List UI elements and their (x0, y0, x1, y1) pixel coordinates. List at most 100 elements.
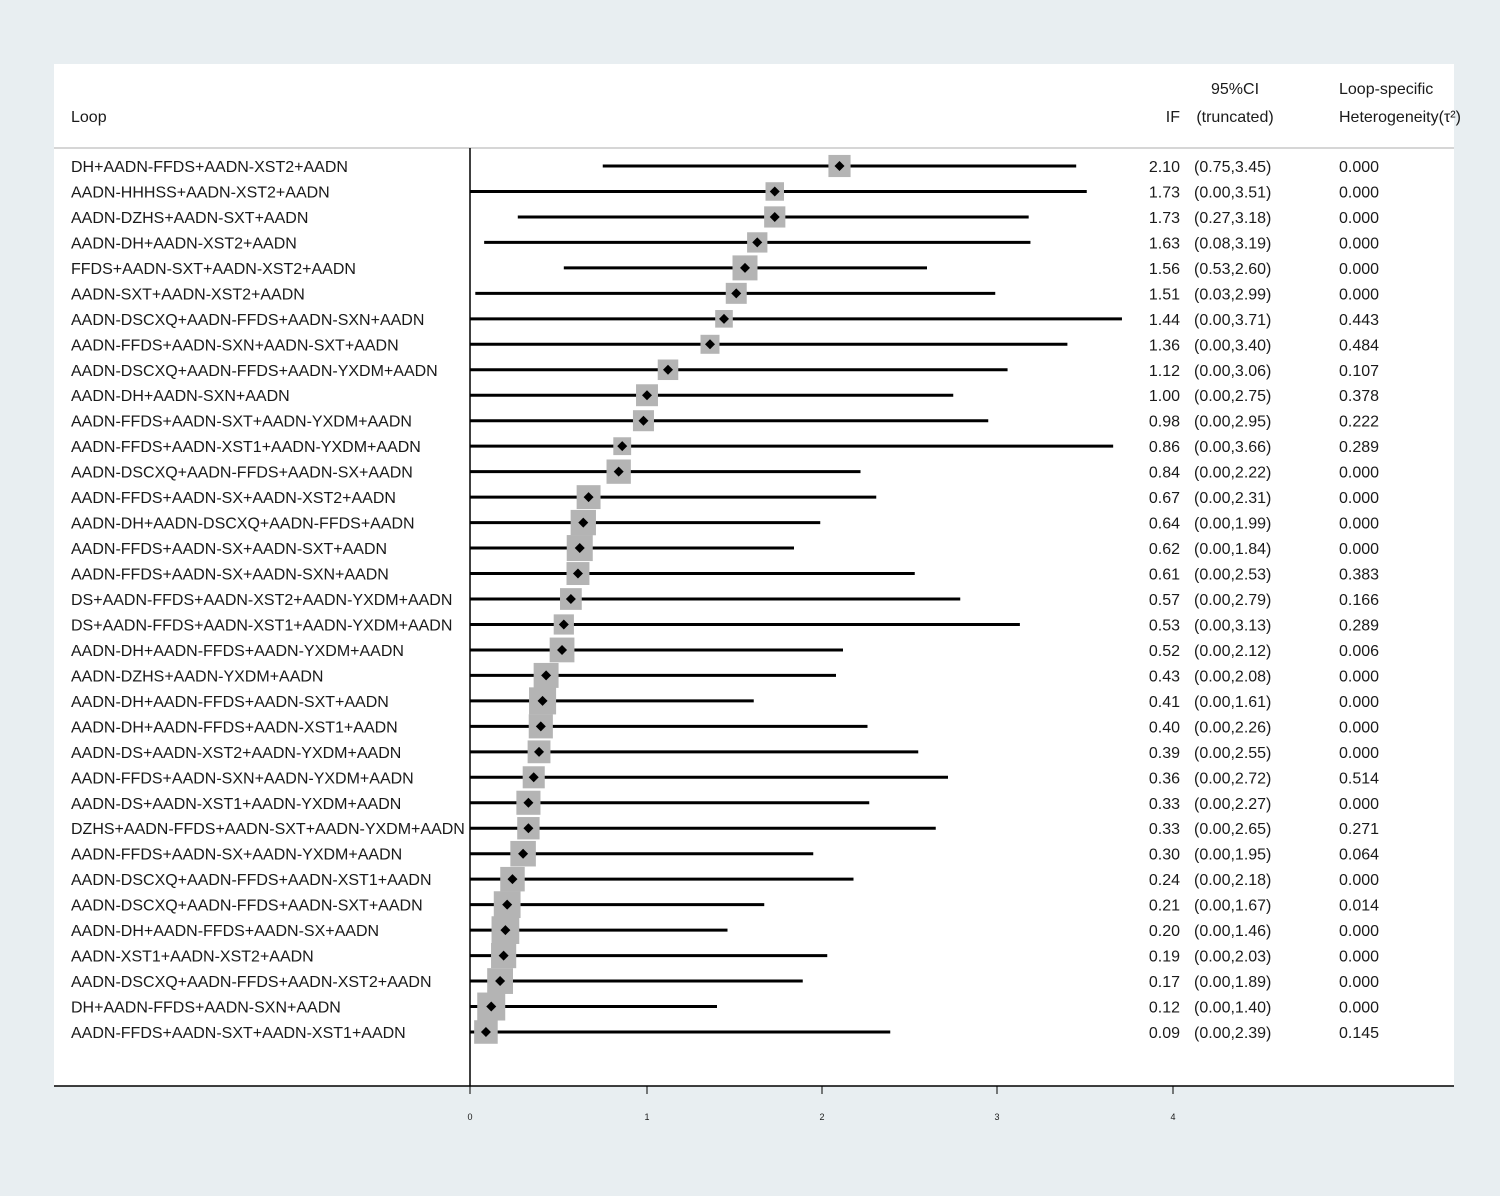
if-value: 0.52 (1149, 643, 1180, 660)
forest-row: DH+AADN-FFDS+AADN-SXN+AADN 0.12 (0.00,1.40… (71, 992, 1379, 1021)
heterogeneity-value: 0.000 (1339, 261, 1379, 278)
if-value: 0.20 (1149, 923, 1180, 940)
ci-value: (0.00,2.53) (1194, 567, 1271, 584)
ci-value: (0.00,1.95) (1194, 847, 1271, 864)
heterogeneity-value: 0.000 (1339, 949, 1379, 966)
heterogeneity-value: 0.145 (1339, 1025, 1379, 1042)
ci-value: (0.27,3.18) (1194, 210, 1271, 227)
loop-label: AADN-SXT+AADN-XST2+AADN (71, 286, 305, 303)
heterogeneity-value: 0.000 (1339, 159, 1379, 176)
forest-row: AADN-FFDS+AADN-SXT+AADN-XST1+AADN 0.09 (0.… (71, 1020, 1379, 1044)
heterogeneity-value: 0.000 (1339, 668, 1379, 685)
estimate-marker (705, 339, 715, 350)
forest-row: AADN-FFDS+AADN-SX+AADN-SXN+AADN 0.61 (0.00… (71, 562, 1379, 585)
loop-label: AADN-DSCXQ+AADN-FFDS+AADN-SXN+AADN (71, 312, 424, 329)
estimate-marker (613, 466, 624, 477)
heterogeneity-value: 0.000 (1339, 974, 1379, 991)
estimate-marker (638, 415, 649, 426)
forest-rows: DH+AADN-FFDS+AADN-XST2+AADN 2.10 (0.75,3.4… (71, 154, 1379, 1044)
heterogeneity-value: 0.271 (1339, 821, 1379, 838)
forest-row: AADN-DH+AADN-FFDS+AADN-XST1+AADN 0.40 (0.0… (71, 714, 1379, 739)
forest-row: AADN-DSCXQ+AADN-FFDS+AADN-YXDM+AADN 1.12 (… (71, 359, 1379, 381)
ci-value: (0.00,2.65) (1194, 821, 1271, 838)
ci-value: (0.00,2.22) (1194, 465, 1271, 482)
heterogeneity-value: 0.383 (1339, 567, 1379, 584)
ci-value: (0.03,2.99) (1194, 286, 1271, 303)
forest-row: AADN-DSCXQ+AADN-FFDS+AADN-SXT+AADN 0.21 (0… (71, 891, 1379, 919)
ci-value: (0.75,3.45) (1194, 159, 1271, 176)
loop-label: AADN-FFDS+AADN-SX+AADN-SXT+AADN (71, 541, 387, 558)
if-value: 0.17 (1149, 974, 1180, 991)
loop-label: AADN-FFDS+AADN-SXN+AADN-SXT+AADN (71, 337, 399, 354)
heterogeneity-value: 0.006 (1339, 643, 1379, 660)
x-axis-ticks: 0 1 2 3 4 (467, 1086, 1176, 1122)
if-value: 0.98 (1149, 414, 1180, 431)
estimate-marker (769, 211, 780, 222)
loop-label: AADN-DZHS+AADN-SXT+AADN (71, 210, 308, 227)
heterogeneity-value: 0.000 (1339, 490, 1379, 507)
heterogeneity-value: 0.000 (1339, 516, 1379, 533)
heterogeneity-value: 0.484 (1339, 337, 1379, 354)
if-value: 0.86 (1149, 439, 1180, 456)
estimate-marker (578, 517, 589, 528)
forest-row: AADN-SXT+AADN-XST2+AADN 1.51 (0.03,2.99) 0.… (71, 282, 1379, 304)
estimate-marker (558, 619, 569, 630)
heterogeneity-value: 0.378 (1339, 388, 1379, 405)
ci-value: (0.00,3.13) (1194, 617, 1271, 634)
heterogeneity-value: 0.443 (1339, 312, 1379, 329)
header-het-line1: Loop-specific (1339, 81, 1433, 98)
heterogeneity-value: 0.514 (1339, 770, 1379, 787)
heterogeneity-value: 0.107 (1339, 363, 1379, 380)
heterogeneity-value: 0.000 (1339, 1000, 1379, 1017)
if-value: 0.41 (1149, 694, 1180, 711)
loop-label: AADN-DH+AADN-DSCXQ+AADN-FFDS+AADN (71, 516, 415, 533)
if-value: 0.30 (1149, 847, 1180, 864)
ci-value: (0.00,1.40) (1194, 1000, 1271, 1017)
estimate-marker (500, 925, 511, 936)
loop-label: AADN-HHHSS+AADN-XST2+AADN (71, 184, 330, 201)
ci-value: (0.00,1.99) (1194, 516, 1271, 533)
ci-value: (0.00,1.89) (1194, 974, 1271, 991)
if-value: 0.61 (1149, 567, 1180, 584)
loop-label: AADN-DZHS+AADN-YXDM+AADN (71, 668, 323, 685)
heterogeneity-value: 0.064 (1339, 847, 1379, 864)
header-loop: Loop (71, 109, 107, 126)
header-if: IF (1166, 109, 1180, 126)
ci-value: (0.00,2.95) (1194, 414, 1271, 431)
x-tick-label: 1 (644, 1112, 649, 1122)
if-value: 1.44 (1149, 312, 1180, 329)
loop-label: AADN-FFDS+AADN-SX+AADN-SXN+AADN (71, 567, 389, 584)
forest-row: DS+AADN-FFDS+AADN-XST1+AADN-YXDM+AADN 0.5… (71, 614, 1379, 635)
estimate-marker (731, 288, 742, 299)
loop-label: AADN-FFDS+AADN-SXN+AADN-YXDM+AADN (71, 770, 414, 787)
forest-row: DZHS+AADN-FFDS+AADN-SXT+AADN-YXDM+AADN 0.… (71, 817, 1379, 840)
estimate-marker (507, 874, 518, 885)
ci-value: (0.00,2.27) (1194, 796, 1271, 813)
estimate-marker (663, 364, 673, 375)
loop-label: AADN-DSCXQ+AADN-FFDS+AADN-YXDM+AADN (71, 363, 438, 380)
if-value: 0.33 (1149, 796, 1180, 813)
if-value: 1.73 (1149, 184, 1180, 201)
heterogeneity-value: 0.000 (1339, 184, 1379, 201)
ci-value: (0.00,3.51) (1194, 184, 1271, 201)
estimate-marker (486, 1001, 497, 1012)
x-tick-label: 3 (994, 1112, 999, 1122)
ci-value: (0.00,1.84) (1194, 541, 1271, 558)
forest-row: AADN-DH+AADN-FFDS+AADN-SXT+AADN 0.41 (0.00… (71, 687, 1379, 715)
if-value: 0.19 (1149, 949, 1180, 966)
estimate-marker (523, 823, 534, 834)
if-value: 0.57 (1149, 592, 1180, 609)
loop-label: DH+AADN-FFDS+AADN-XST2+AADN (71, 159, 348, 176)
if-value: 0.67 (1149, 490, 1180, 507)
estimate-marker (498, 950, 509, 961)
loop-label: DZHS+AADN-FFDS+AADN-SXT+AADN-YXDM+AADN (71, 821, 465, 838)
estimate-marker (495, 976, 506, 987)
ci-value: (0.00,3.71) (1194, 312, 1271, 329)
ci-value: (0.00,1.46) (1194, 923, 1271, 940)
forest-row: AADN-DS+AADN-XST2+AADN-YXDM+AADN 0.39 (0.0… (71, 740, 1379, 764)
ci-value: (0.08,3.19) (1194, 235, 1271, 252)
loop-label: AADN-DSCXQ+AADN-FFDS+AADN-XST1+AADN (71, 872, 432, 889)
forest-row: AADN-XST1+AADN-XST2+AADN 0.19 (0.00,2.03) 0… (71, 943, 1379, 969)
forest-row: AADN-DH+AADN-FFDS+AADN-YXDM+AADN 0.52 (0.0… (71, 637, 1379, 663)
